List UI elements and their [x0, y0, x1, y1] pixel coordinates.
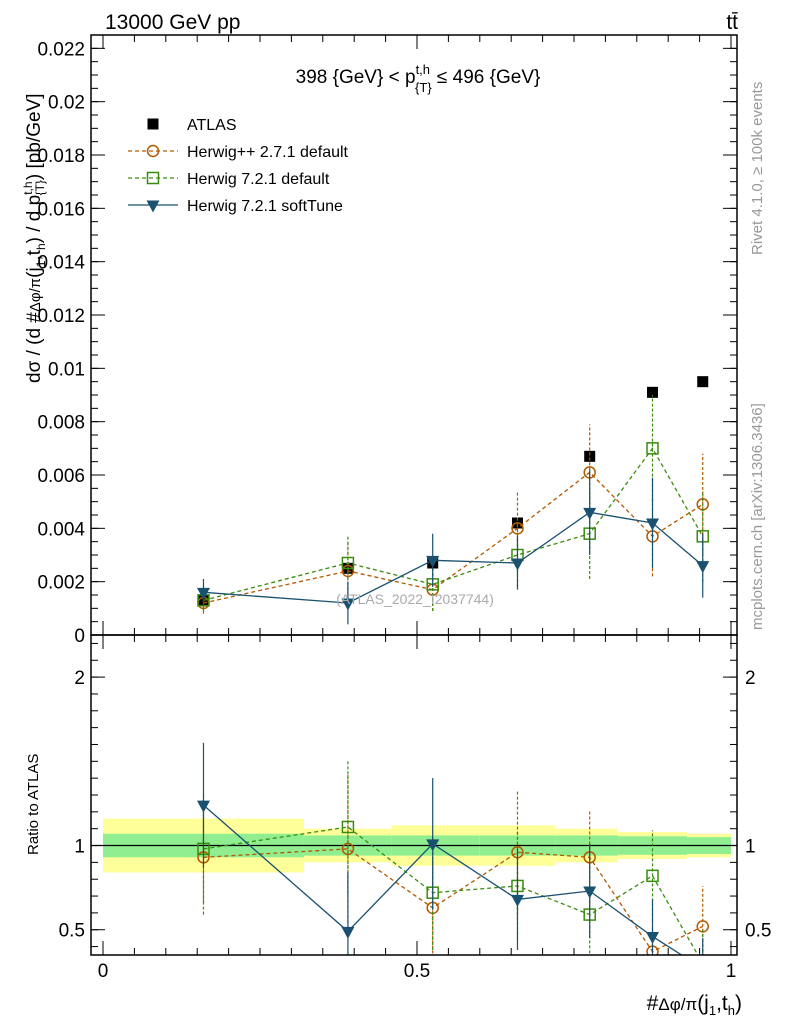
legend-label: ATLAS	[187, 117, 237, 134]
ratio-point	[196, 800, 210, 813]
x-tick-label: 0.5	[404, 961, 430, 982]
legend-item: Herwig 7.2.1 softTune	[128, 198, 343, 215]
ratio-series-herwig-7-2-1-default	[197, 759, 708, 969]
data-point	[696, 561, 710, 574]
legend-item: Herwig 7.2.1 default	[128, 171, 330, 188]
ratio-ytick-label-right: 1	[745, 837, 756, 858]
main-y-axis-label: dσ / (d #Δφ/π(j1,th) / d pt,h{T}) [pb/Ge…	[21, 93, 48, 383]
ratio-point	[426, 839, 440, 852]
ratio-point	[341, 926, 355, 939]
header-energy-label: 13000 GeV pp	[105, 11, 240, 34]
main-ytick-label: 0.004	[37, 519, 85, 540]
data-point	[341, 556, 355, 570]
data-point	[510, 558, 524, 571]
legend-marker	[147, 118, 159, 130]
data-point	[341, 564, 355, 578]
series-line	[203, 511, 704, 604]
ratio-plot-frame	[90, 634, 738, 956]
main-ytick-label: 0.002	[37, 573, 85, 594]
main-ytick-label: 0.008	[37, 413, 85, 434]
main-panel-title: 398 {GeV} < pt,h {T} ≤ 496 {GeV}	[296, 62, 541, 95]
ratio-point	[646, 931, 659, 944]
ratio-ytick-label: 2	[74, 668, 85, 689]
legend-marker	[146, 200, 160, 213]
ratio-panel: 0.5 0.5 1 1 2 2 0 0.5 1 Ratio to ATLAS #Δφ/π(j1,…	[25, 634, 771, 1018]
data-point	[584, 450, 596, 462]
rivet-version-label: Rivet 4.1.0, ≥ 100k events	[749, 82, 766, 255]
legend-item: ATLAS	[147, 117, 237, 134]
main-ytick-label: 0.02	[48, 93, 85, 114]
ratio-series-herwig-7-2-1-softtune	[196, 742, 709, 976]
ratio-ytick-label: 0.5	[59, 921, 85, 942]
data-point	[341, 598, 355, 611]
legend-label: Herwig 7.2.1 default	[187, 171, 330, 188]
ratio-point	[646, 869, 659, 883]
data-point	[511, 522, 524, 535]
data-point	[697, 376, 709, 388]
x-tick-label: 0	[98, 961, 109, 982]
ratio-ytick-label: 1	[74, 837, 85, 858]
ratio-point	[697, 958, 708, 969]
main-ytick-label: 0.006	[37, 466, 85, 487]
legend-marker	[146, 171, 160, 185]
legend-item: Herwig++ 2.7.1 default	[128, 144, 349, 161]
main-ytick-label: 0.012	[37, 306, 85, 327]
ratio-ytick-label-right: 0.5	[745, 921, 771, 942]
data-point	[196, 587, 210, 600]
mcplots-label: mcplots.cern.ch [arXiv:1306.3436]	[749, 403, 766, 630]
series-atlas	[197, 376, 709, 606]
main-ytick-label: 0.01	[48, 359, 85, 380]
legend: ATLAS Herwig++ 2.7.1 default Herwig 7.2.1 …	[128, 117, 349, 215]
ratio-ytick-label-right: 2	[745, 668, 756, 689]
ratio-point	[696, 964, 709, 976]
legend-label: Herwig 7.2.1 softTune	[187, 198, 343, 215]
header-process-label: tt̄	[726, 11, 738, 34]
watermark-label: (ATLAS_2022_I2037744)	[336, 591, 494, 607]
data-point	[646, 518, 659, 531]
ratio-series-group	[196, 742, 709, 976]
x-tick-label: 1	[726, 961, 737, 982]
data-point	[426, 555, 440, 568]
data-point	[583, 507, 597, 520]
data-point	[647, 386, 658, 398]
ratio-y-axis-label: Ratio to ATLAS	[25, 754, 42, 855]
legend-label: Herwig++ 2.7.1 default	[187, 144, 349, 161]
series-herwig-7-2-1-softtune	[196, 469, 710, 625]
main-ytick-label: 0.018	[37, 146, 85, 167]
main-ytick-label: 0.016	[37, 199, 85, 220]
main-ytick-label: 0.022	[37, 39, 85, 60]
ratio-point	[341, 820, 355, 834]
ratio-point	[583, 886, 597, 899]
series-herwig-7-2-1-default	[197, 395, 709, 611]
x-axis-label: #Δφ/π(j1,th)	[647, 992, 742, 1018]
main-ytick-label: 0.014	[37, 253, 85, 274]
main-panel: 0 0.002 0.004 0.006 0.008 0.01 0.012 0.014 0.016…	[21, 34, 738, 647]
legend-marker	[146, 144, 160, 158]
ratio-point	[510, 894, 524, 907]
main-ytick-label: 0	[74, 626, 85, 647]
series-line	[203, 447, 704, 601]
series-line	[203, 471, 704, 604]
data-point	[646, 442, 659, 455]
ratio-series-herwig-2-7-1-default	[197, 774, 709, 955]
